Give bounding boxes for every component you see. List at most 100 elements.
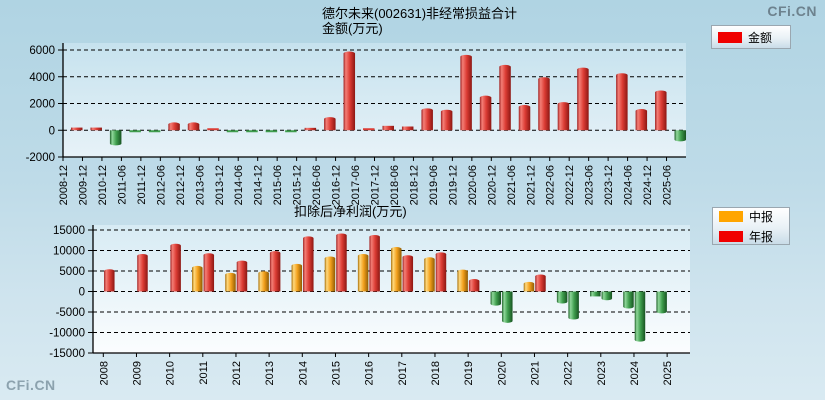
x-tick-label: 2017-12 [370, 165, 382, 205]
bar [502, 291, 513, 322]
bar [523, 283, 535, 292]
bar-cap [502, 319, 513, 323]
bar-cap [655, 90, 667, 95]
bar [590, 291, 601, 297]
x-tick-label: 2015-06 [272, 165, 284, 205]
bar [577, 69, 589, 131]
x-tick-label: 2022-12 [564, 165, 576, 205]
x-tick-label: 2014-06 [233, 165, 245, 205]
bar [424, 259, 435, 292]
y-tick-label: 0 [49, 125, 55, 137]
bar-cap [535, 274, 546, 279]
bar [401, 126, 414, 131]
bar [635, 110, 648, 131]
bar [357, 255, 369, 292]
x-tick-label: 2018-06 [389, 165, 401, 205]
y-tick-label: 15000 [53, 225, 85, 237]
bar-cap [187, 122, 200, 127]
x-tick-label: 2024-12 [642, 165, 654, 205]
bar [556, 291, 568, 302]
bar [109, 130, 122, 144]
bar-cap [236, 260, 248, 265]
bar-cap [457, 269, 468, 274]
bar-cap [556, 299, 568, 304]
bar-cap [369, 234, 380, 239]
bar [623, 291, 634, 307]
bar-cap [424, 257, 435, 261]
bar-cap [324, 256, 336, 261]
bar-cap [203, 253, 215, 257]
bar [104, 271, 115, 292]
bar [616, 75, 628, 131]
bar-cap [538, 77, 550, 81]
x-tick-label: 2018-12 [408, 165, 420, 205]
cfi-logo-top: CFi.CN [767, 3, 817, 19]
x-tick-label: 2018 [430, 361, 442, 385]
bar-cap [225, 272, 236, 277]
bar [269, 252, 281, 292]
bar-cap [291, 263, 303, 268]
x-tick-label: 2010-12 [97, 165, 109, 205]
x-tick-label: 2008-12 [58, 165, 70, 205]
bar-cap [421, 108, 433, 112]
x-tick-label: 2020 [496, 361, 508, 385]
bar [137, 255, 148, 292]
x-tick-label: 2015-12 [292, 165, 304, 205]
bar [90, 127, 102, 131]
bottom-chart: 15000 10000 5000 0 -5000 -10000 -15000 2008 2009… [49, 225, 690, 385]
bar [304, 127, 317, 131]
bar-cap [674, 137, 687, 142]
x-tick-label: 2011 [198, 361, 210, 385]
x-tick-label: 2013-06 [194, 165, 206, 205]
x-tick-label: 2025-06 [662, 165, 674, 205]
y-tick-label: -5000 [56, 307, 85, 319]
y-tick-label: 0 [79, 287, 85, 299]
bar-cap [468, 279, 480, 283]
plot-area [63, 43, 686, 157]
x-tick-label: 2022-06 [545, 165, 557, 205]
bar [324, 258, 336, 292]
bar [192, 267, 203, 292]
bar [457, 271, 468, 292]
bar-cap [601, 296, 613, 301]
y-tick-label: 10000 [53, 246, 85, 258]
x-tick-label: 2021-12 [525, 165, 537, 205]
x-tick-label: 2021 [529, 361, 541, 385]
bar [391, 248, 402, 292]
x-tick-label: 2009 [131, 361, 143, 385]
x-tick-label: 2012 [231, 361, 243, 385]
bar-cap [568, 315, 579, 320]
bar [291, 265, 303, 292]
y-tick-label: 5000 [59, 266, 85, 278]
amount-legend-label: 金额 [748, 30, 773, 45]
x-tick-label: 2015 [330, 361, 342, 385]
bar [568, 291, 579, 318]
bar [421, 110, 433, 131]
bar-cap [391, 247, 402, 251]
x-tick-label: 2014 [297, 361, 309, 385]
bar-cap [479, 95, 492, 100]
x-tick-label: 2016-06 [311, 165, 323, 205]
bar [265, 130, 278, 133]
y-tick-label: 2000 [29, 99, 55, 111]
x-tick-label: 2017-06 [350, 165, 362, 205]
x-tick-label: 2012-06 [155, 165, 167, 205]
bar [70, 127, 83, 131]
bar-cap [170, 243, 181, 248]
bar [226, 130, 239, 133]
bar-cap [303, 236, 314, 240]
bottom-chart-title: 扣除后净利润(万元) [294, 204, 407, 219]
bar-cap [402, 255, 414, 259]
bar-cap [440, 109, 453, 114]
bar-cap [269, 251, 281, 255]
bar-cap [336, 233, 347, 238]
x-tick-label: 2020-12 [486, 165, 498, 205]
bar [557, 103, 570, 131]
x-tick-label: 2013-12 [214, 165, 226, 205]
y-tick-label: -2000 [26, 152, 55, 164]
x-tick-label: 2019 [463, 361, 475, 385]
bar [535, 276, 546, 292]
